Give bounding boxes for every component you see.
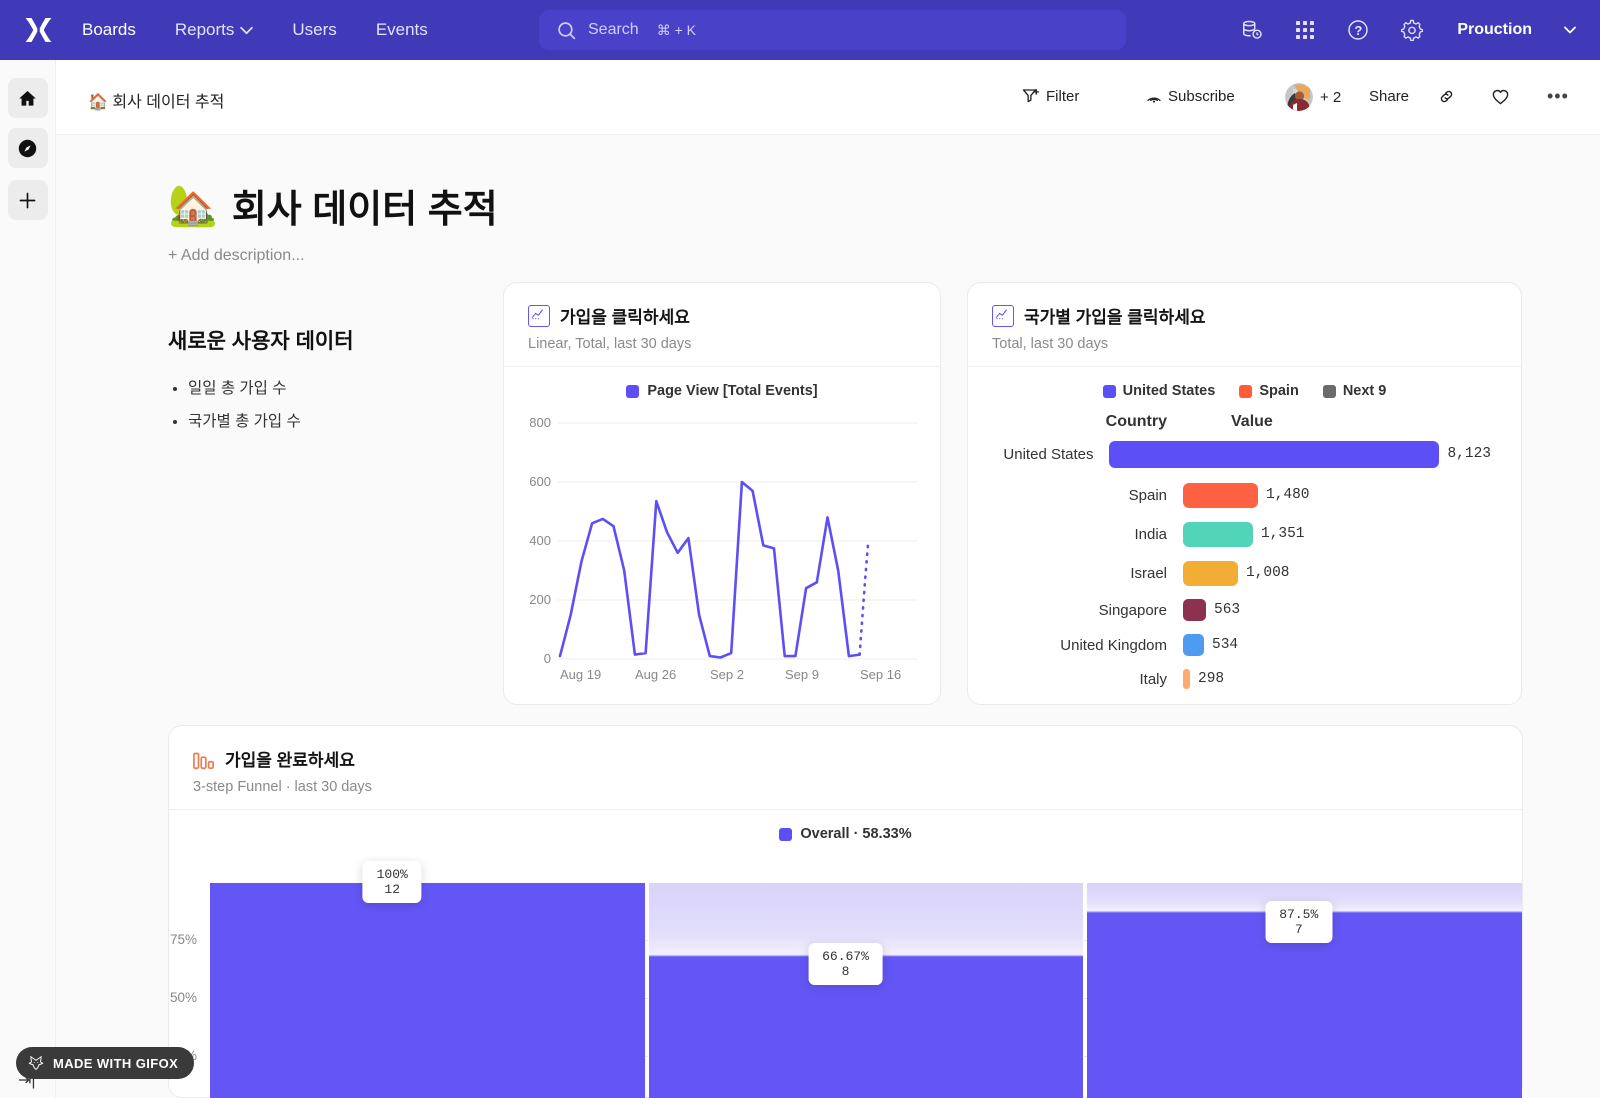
svg-text:800: 800 [529, 415, 551, 430]
svg-text:Sep 16: Sep 16 [860, 667, 901, 682]
svg-text:200: 200 [529, 592, 551, 607]
svg-text:400: 400 [529, 533, 551, 548]
svg-text:Aug 19: Aug 19 [560, 667, 601, 682]
svg-text:600: 600 [529, 474, 551, 489]
svg-text:Sep 9: Sep 9 [785, 667, 819, 682]
svg-text:0: 0 [544, 651, 551, 666]
svg-text:Aug 26: Aug 26 [635, 667, 676, 682]
svg-text:Sep 2: Sep 2 [710, 667, 744, 682]
